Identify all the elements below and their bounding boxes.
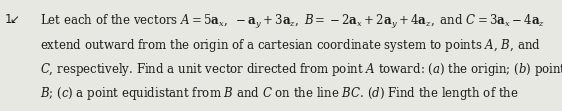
Text: Let each of the vectors $A = 5\mathbf{a}_x,\ -\mathbf{a}_y + 3\mathbf{a}_z,\ B =: Let each of the vectors $A = 5\mathbf{a}…: [40, 13, 546, 31]
Text: extend outward from the origin of a cartesian coordinate system to points $A$, $: extend outward from the origin of a cart…: [40, 37, 541, 54]
Text: $C$, respectively. Find a unit vector directed from point $A$ toward: $(a)$ the : $C$, respectively. Find a unit vector di…: [40, 61, 562, 78]
Text: $B$; $(c)$ a point equidistant from $B$ and $C$ on the line $BC$. $(d)$ Find the: $B$; $(c)$ a point equidistant from $B$ …: [40, 85, 519, 102]
Text: $1\!\!\swarrow$: $1\!\!\swarrow$: [4, 13, 21, 26]
Text: perimeter of the triangle $ABC$.: perimeter of the triangle $ABC$.: [40, 109, 223, 111]
